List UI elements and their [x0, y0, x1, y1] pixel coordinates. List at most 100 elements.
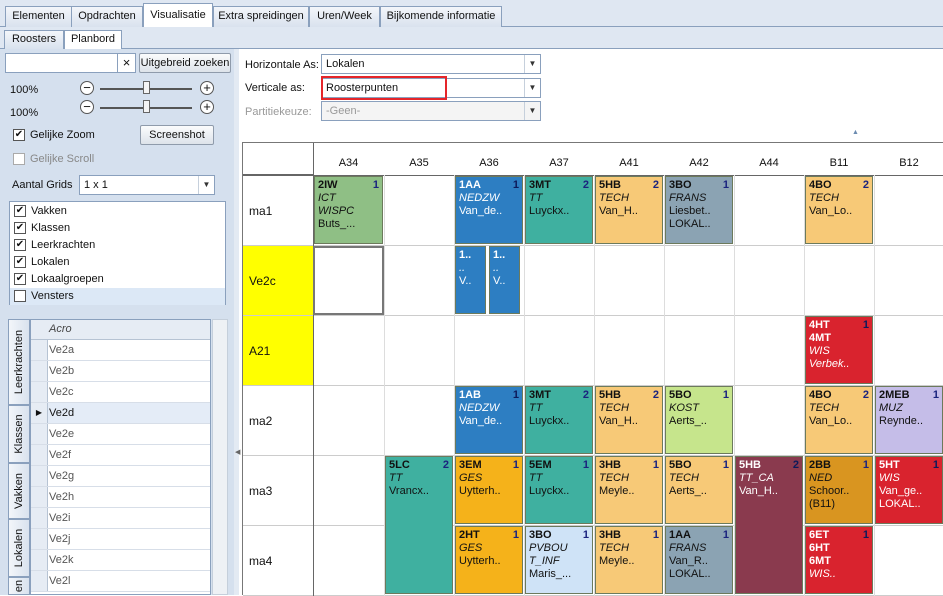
- lesson-card[interactable]: 3MT TT Luyckx.. 2: [525, 176, 593, 244]
- table-row[interactable]: Ve2f: [31, 445, 210, 466]
- list-item[interactable]: ✔ Vakken: [10, 203, 225, 220]
- row-label-ve2c[interactable]: Ve2c: [249, 274, 276, 288]
- lesson-card[interactable]: 5LC TT Vrancx.. 2: [385, 456, 453, 594]
- zoom-in-icon[interactable]: +: [200, 81, 214, 95]
- zoom-out-icon[interactable]: −: [80, 100, 94, 114]
- selected-cell[interactable]: [313, 246, 384, 315]
- subtab-roosters[interactable]: Roosters: [4, 30, 64, 49]
- vertical-zoom-thumb[interactable]: [143, 100, 150, 113]
- grid-scrollbar[interactable]: [212, 319, 228, 595]
- equal-zoom-checkbox[interactable]: ✔: [13, 129, 25, 141]
- row-label-ma1[interactable]: ma1: [249, 204, 273, 218]
- advanced-search-button[interactable]: Uitgebreid zoeken: [139, 53, 231, 73]
- row-label-a21[interactable]: A21: [249, 344, 271, 358]
- list-item[interactable]: ✔ Lokalen: [10, 254, 225, 271]
- scroll-up-icon[interactable]: ▲: [852, 129, 859, 136]
- lesson-card[interactable]: 2HT GES Uytterh.. 1: [455, 526, 523, 594]
- lesson-card[interactable]: 5HB TT_CA Van_H.. 2: [735, 456, 803, 594]
- search-input[interactable]: [5, 53, 118, 73]
- list-item[interactable]: ✔ Lokaalgroepen: [10, 271, 225, 288]
- list-item[interactable]: ✔ Klassen: [10, 220, 225, 237]
- lesson-card[interactable]: 1AA NEDZW Van_de.. 1: [455, 176, 523, 244]
- column-header-a44[interactable]: A44: [759, 157, 779, 169]
- tab-elementen[interactable]: Elementen: [5, 6, 72, 27]
- lesson-card[interactable]: 5HB TECH Van_H.. 2: [595, 386, 663, 454]
- collapse-arrow-icon[interactable]: ◀: [235, 449, 241, 456]
- column-header-a37[interactable]: A37: [549, 157, 569, 169]
- tab-uren-week[interactable]: Uren/Week: [309, 6, 380, 27]
- checkbox[interactable]: ✔: [14, 256, 26, 268]
- checkbox[interactable]: ✔: [14, 222, 26, 234]
- list-item[interactable]: Vensters: [10, 288, 225, 305]
- clear-search-button[interactable]: ×: [118, 53, 136, 73]
- row-label-ma2[interactable]: ma2: [249, 414, 273, 428]
- table-row[interactable]: Ve2k: [31, 550, 210, 571]
- column-header-a35[interactable]: A35: [409, 157, 429, 169]
- table-row[interactable]: Ve2a: [31, 340, 210, 361]
- lesson-card[interactable]: 3EM GES Uytterh.. 1: [455, 456, 523, 524]
- side-tab-more[interactable]: en: [8, 577, 30, 595]
- side-tab-leerkrachten[interactable]: Leerkrachten: [8, 319, 30, 405]
- tab-extra-spreidingen[interactable]: Extra spreidingen: [213, 6, 309, 27]
- column-header-a34[interactable]: A34: [338, 157, 359, 169]
- checkbox[interactable]: ✔: [14, 239, 26, 251]
- lesson-card[interactable]: 5HB TECH Van_H.. 2: [595, 176, 663, 244]
- table-row[interactable]: Ve2l: [31, 571, 210, 592]
- lesson-card[interactable]: 4BO TECH Van_Lo.. 2: [805, 386, 873, 454]
- column-header-a41[interactable]: A41: [619, 157, 639, 169]
- lesson-card[interactable]: 3MT TT Luyckx.. 2: [525, 386, 593, 454]
- grids-select[interactable]: 1 x 1 ▼: [79, 175, 215, 195]
- tab-opdrachten[interactable]: Opdrachten: [71, 6, 143, 27]
- side-tab-vakken[interactable]: Vakken: [8, 463, 30, 519]
- column-header-b11[interactable]: B11: [829, 157, 849, 169]
- lesson-card[interactable]: 1AB NEDZW Van_de.. 1: [455, 386, 523, 454]
- horizontal-axis-select[interactable]: Lokalen ▼: [321, 54, 541, 74]
- row-label-ma3[interactable]: ma3: [249, 484, 273, 498]
- column-header-a42[interactable]: A42: [689, 157, 709, 169]
- table-row[interactable]: Ve2h: [31, 487, 210, 508]
- lesson-card[interactable]: 1AA FRANS Van_R.. LOKAL.. 1: [665, 526, 733, 594]
- side-tab-lokalen[interactable]: Lokalen: [8, 519, 30, 577]
- horizontal-zoom-thumb[interactable]: [143, 81, 150, 94]
- lesson-card[interactable]: 3HB TECH Meyle.. 1: [595, 456, 663, 524]
- checkbox[interactable]: [14, 290, 26, 302]
- table-row[interactable]: Ve2c: [31, 382, 210, 403]
- checkbox[interactable]: ✔: [14, 205, 26, 217]
- lesson-card[interactable]: 3BO FRANS Liesbet.. LOKAL.. 1: [665, 176, 733, 244]
- side-tab-klassen[interactable]: Klassen: [8, 405, 30, 463]
- vertical-axis-select[interactable]: Roosterpunten ▼: [321, 78, 541, 98]
- table-row[interactable]: Ve2i: [31, 508, 210, 529]
- lesson-card[interactable]: 1.... V..: [455, 246, 486, 314]
- tab-visualisatie[interactable]: Visualisatie: [143, 3, 213, 28]
- table-row[interactable]: Ve2b: [31, 361, 210, 382]
- lesson-card[interactable]: 5HT WIS Van_ge.. LOKAL.. 1: [875, 456, 943, 524]
- table-row[interactable]: Ve2j: [31, 529, 210, 550]
- subtab-planbord[interactable]: Planbord: [64, 30, 122, 50]
- lesson-card[interactable]: 3HB TECH Meyle.. 1: [595, 526, 663, 594]
- table-row[interactable]: ▶ Ve2d: [31, 403, 210, 424]
- lesson-card[interactable]: 5EM TT Luyckx.. 1: [525, 456, 593, 524]
- table-row[interactable]: Ve2g: [31, 466, 210, 487]
- lesson-card[interactable]: 4HT 4MT WIS Verbek.. 1: [805, 316, 873, 384]
- column-header-a36[interactable]: A36: [479, 157, 499, 169]
- lesson-card[interactable]: 1.... V..: [489, 246, 520, 314]
- zoom-out-icon[interactable]: −: [80, 81, 94, 95]
- lesson-card[interactable]: 6ET 6HT 6MT WIS.. 1: [805, 526, 873, 594]
- tab-bijkomende-informatie[interactable]: Bijkomende informatie: [380, 6, 502, 27]
- zoom-in-icon[interactable]: +: [200, 100, 214, 114]
- lesson-card[interactable]: 3BO PVBOU T_INF Maris_... 1: [525, 526, 593, 594]
- panel-splitter[interactable]: [234, 49, 239, 595]
- partition-select[interactable]: -Geen- ▼: [321, 101, 541, 121]
- column-header-b12[interactable]: B12: [899, 157, 919, 169]
- screenshot-button[interactable]: Screenshot: [140, 125, 214, 145]
- lesson-card[interactable]: 2MEB MUZ Reynde.. 1: [875, 386, 943, 454]
- row-label-ma4[interactable]: ma4: [249, 554, 273, 568]
- grid-header[interactable]: Acro: [31, 320, 210, 340]
- list-item[interactable]: ✔ Leerkrachten: [10, 237, 225, 254]
- table-row[interactable]: Ve2e: [31, 424, 210, 445]
- checkbox[interactable]: ✔: [14, 273, 26, 285]
- lesson-card[interactable]: 2BB NED Schoor.. (B11) 1: [805, 456, 873, 524]
- lesson-card[interactable]: 4BO TECH Van_Lo.. 2: [805, 176, 873, 244]
- equal-scroll-checkbox[interactable]: [13, 153, 25, 165]
- lesson-card[interactable]: 2IW ICT WISPC Buts_... 1: [314, 176, 383, 244]
